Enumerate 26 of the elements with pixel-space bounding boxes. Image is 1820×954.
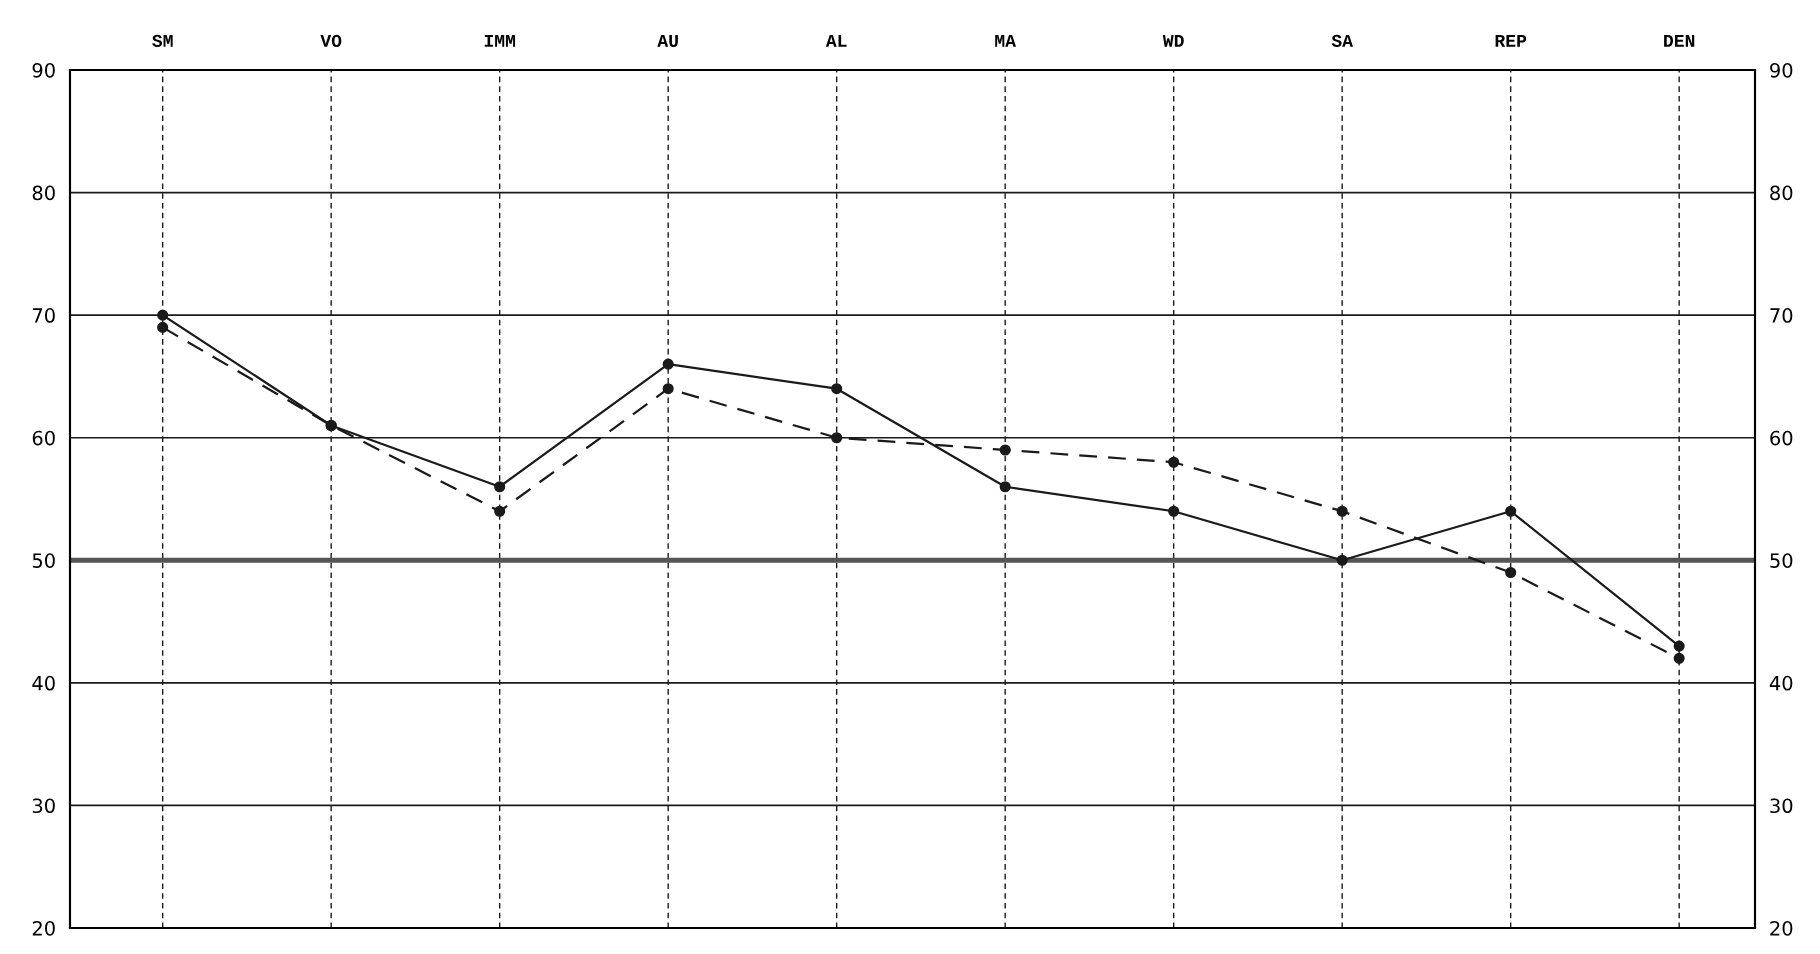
x-tick-label: AU xyxy=(657,34,678,47)
y-tick-label: 40 xyxy=(32,675,55,691)
y-tick-label: 30 xyxy=(32,798,55,814)
x-tick-label: MA xyxy=(995,34,1017,47)
y2-tick-label: 20 xyxy=(1770,920,1793,936)
x-tick-label: DEN xyxy=(1664,34,1695,47)
x-tick-label: SA xyxy=(1331,34,1354,47)
y2-tick-label: 70 xyxy=(1770,308,1793,323)
y2-tick-label: 40 xyxy=(1769,675,1793,691)
y2-tick-label: 80 xyxy=(1770,185,1793,201)
y2-tick-label: 30 xyxy=(1770,798,1793,814)
y2-tick-label: 50 xyxy=(1770,553,1793,568)
x-tick-label: IMM xyxy=(484,34,516,47)
x-tick-label: VO xyxy=(320,34,342,47)
x-tick-label: SM xyxy=(152,34,173,47)
x-tick-label: REP xyxy=(1495,34,1527,47)
y-tick-label: 20 xyxy=(32,920,55,936)
y-tick-label: 70 xyxy=(32,308,55,323)
x-tick-label: WD xyxy=(1162,34,1184,47)
y-tick-label: 90 xyxy=(32,62,55,78)
y2-tick-label: 90 xyxy=(1770,62,1793,78)
y-tick-label: 80 xyxy=(32,185,55,201)
y2-tick-label: 60 xyxy=(1770,430,1793,446)
y-tick-label: 60 xyxy=(32,430,55,446)
y-tick-label: 50 xyxy=(32,553,55,568)
x-tick-label: AL xyxy=(825,34,847,47)
